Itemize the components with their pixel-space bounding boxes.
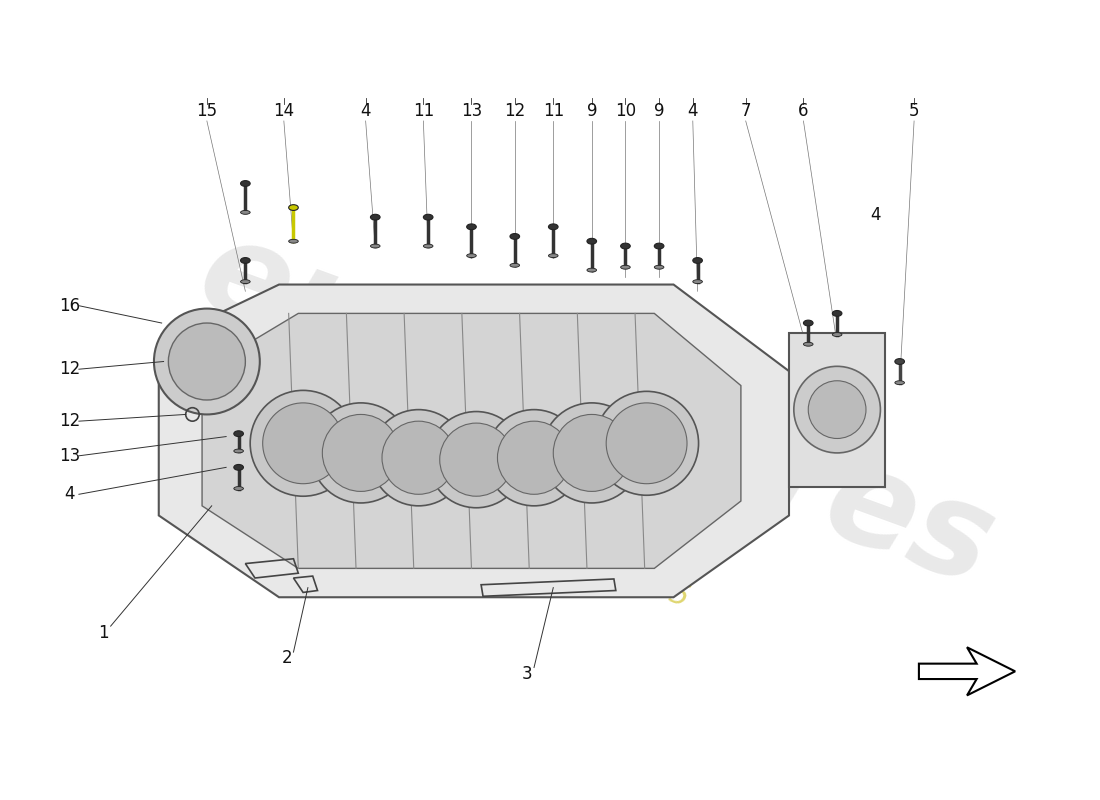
Ellipse shape (587, 268, 596, 272)
Ellipse shape (510, 234, 519, 239)
Text: 11: 11 (412, 102, 434, 120)
Ellipse shape (654, 266, 664, 269)
Ellipse shape (234, 486, 243, 490)
Ellipse shape (466, 224, 476, 230)
Ellipse shape (241, 181, 250, 186)
Ellipse shape (371, 244, 381, 248)
Text: 7: 7 (740, 102, 751, 120)
Ellipse shape (803, 342, 813, 346)
Ellipse shape (234, 465, 243, 470)
Ellipse shape (620, 243, 630, 249)
Text: 12: 12 (58, 360, 80, 378)
Ellipse shape (803, 320, 813, 326)
Text: 9: 9 (586, 102, 597, 120)
Text: 11: 11 (542, 102, 564, 120)
Circle shape (497, 421, 571, 494)
Circle shape (808, 381, 866, 438)
Ellipse shape (587, 238, 596, 244)
Text: 12: 12 (58, 412, 80, 430)
Ellipse shape (510, 263, 519, 267)
Circle shape (595, 391, 698, 495)
Text: 4: 4 (688, 102, 698, 120)
Ellipse shape (693, 280, 703, 283)
Ellipse shape (833, 310, 842, 316)
Text: 5: 5 (909, 102, 920, 120)
Circle shape (428, 411, 525, 508)
Text: 3: 3 (522, 666, 532, 683)
Ellipse shape (693, 258, 703, 263)
Text: eurospares: eurospares (183, 207, 1011, 612)
Text: 13: 13 (461, 102, 482, 120)
Ellipse shape (234, 449, 243, 453)
Text: 15: 15 (196, 102, 218, 120)
Ellipse shape (466, 254, 476, 258)
Ellipse shape (833, 333, 842, 337)
Text: 14: 14 (273, 102, 295, 120)
Ellipse shape (288, 239, 298, 243)
Ellipse shape (371, 214, 381, 220)
Ellipse shape (234, 430, 243, 437)
Ellipse shape (241, 280, 250, 283)
Ellipse shape (895, 358, 904, 364)
Text: 1: 1 (99, 624, 109, 642)
Polygon shape (202, 314, 741, 568)
Text: 12: 12 (504, 102, 526, 120)
Circle shape (311, 403, 411, 503)
Text: 9: 9 (653, 102, 664, 120)
Circle shape (382, 421, 455, 494)
Circle shape (154, 309, 260, 414)
Circle shape (794, 366, 880, 453)
Polygon shape (158, 285, 789, 598)
Ellipse shape (424, 214, 433, 220)
Polygon shape (789, 333, 886, 486)
Ellipse shape (288, 205, 298, 210)
Ellipse shape (895, 381, 904, 385)
Text: 4: 4 (870, 206, 881, 224)
Circle shape (371, 410, 466, 506)
Ellipse shape (241, 258, 250, 263)
Ellipse shape (549, 224, 558, 230)
Ellipse shape (654, 243, 664, 249)
Ellipse shape (549, 254, 558, 258)
Text: 16: 16 (58, 297, 80, 314)
Text: 2: 2 (282, 649, 293, 667)
Circle shape (250, 390, 356, 496)
Circle shape (606, 403, 688, 484)
Circle shape (486, 410, 582, 506)
Text: a passion for parts since 1985: a passion for parts since 1985 (250, 428, 693, 613)
Circle shape (168, 323, 245, 400)
Circle shape (541, 403, 641, 503)
Ellipse shape (241, 210, 250, 214)
Circle shape (553, 414, 630, 491)
Ellipse shape (620, 266, 630, 269)
Polygon shape (918, 647, 1015, 695)
Text: 6: 6 (799, 102, 808, 120)
Ellipse shape (424, 244, 433, 248)
Circle shape (322, 414, 399, 491)
Text: 10: 10 (615, 102, 636, 120)
Text: 4: 4 (361, 102, 371, 120)
Circle shape (263, 403, 343, 484)
Circle shape (440, 423, 513, 496)
Text: 4: 4 (64, 486, 75, 503)
Text: 13: 13 (58, 447, 80, 465)
